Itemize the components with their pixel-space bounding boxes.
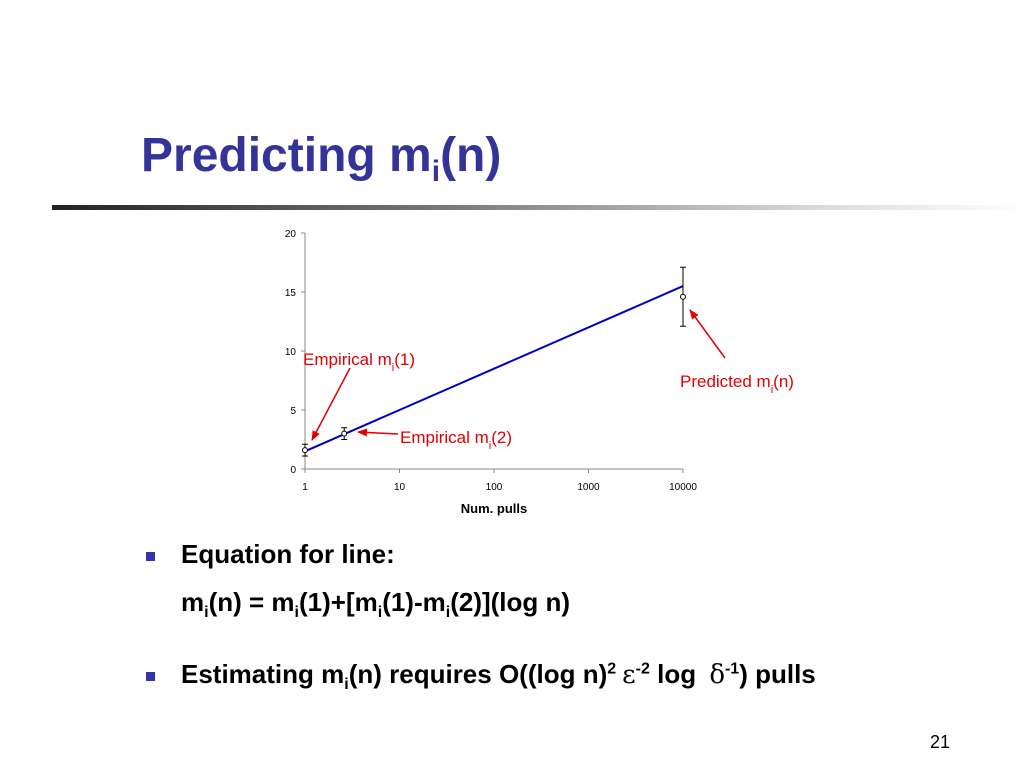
data-point [302, 447, 308, 454]
y-tick-label: 10 [285, 347, 297, 358]
y-tick-label: 20 [285, 229, 297, 240]
text-segment: Equation for line: [181, 539, 395, 569]
sub-text: i [445, 604, 451, 622]
text-segment: (n) [440, 129, 502, 182]
text-segment: (n) [773, 372, 794, 391]
slide-title: Predicting mi(n) [141, 128, 501, 189]
bullet-line: Estimating mi(n) requires O((log n)2 ε-2 … [181, 656, 941, 693]
data-point [680, 293, 686, 300]
sub-text: i [392, 362, 394, 374]
y-tick-label: 5 [290, 406, 296, 417]
sub-text: i [294, 604, 299, 622]
text-segment: Empirical m [400, 428, 489, 447]
chart: 0 5 10 15 20 1 10 100 1000 10000 Num. pulls Empiric… [285, 229, 794, 516]
fit-line [304, 285, 684, 453]
annotation: Predicted mi(n) [680, 372, 794, 396]
bullet: Equation for line: mi(n) = mi(1)+[mi(1)-m… [181, 536, 941, 622]
annotation-arrow [311, 367, 351, 441]
sym-text: δ [709, 660, 725, 690]
bullet-line: Equation for line: [181, 536, 941, 572]
bullet: Estimating mi(n) requires O((log n)2 ε-2 … [181, 656, 941, 693]
data-point [341, 430, 348, 437]
bullet-line: mi(n) = mi(1)+[mi(1)-mi(2)](log n) [181, 584, 941, 622]
text-segment: Estimating m [181, 659, 345, 689]
text-segment: (1)+[m [298, 587, 378, 617]
x-axis-label: Num. pulls [461, 501, 527, 516]
title-rule [52, 205, 1024, 210]
text-segment: Empirical m [303, 350, 392, 369]
text-segment: log [649, 659, 704, 689]
annotation: Empirical mi(2) [400, 428, 512, 452]
sub-text: i [377, 604, 383, 622]
sub-text: i [344, 676, 349, 694]
annotation: Empirical mi(1) [303, 350, 415, 374]
text-segment: (2)](log n) [450, 587, 571, 617]
text-segment: (n) = m [208, 587, 295, 617]
annotation-arrow [689, 309, 726, 359]
text-segment: (2) [491, 428, 512, 447]
bullet-marker [146, 552, 155, 561]
page-number: 21 [930, 732, 951, 752]
x-tick-label: 10000 [669, 482, 697, 493]
sub-text: i [431, 155, 441, 188]
text-segment: (1)-m [382, 587, 446, 617]
x-tick-label: 1000 [577, 482, 600, 493]
sym-text: ε [622, 660, 636, 690]
text-segment: Predicting m [141, 129, 432, 182]
x-tick-label: 1 [302, 482, 308, 493]
sub-text: i [204, 604, 209, 622]
text-segment: m [181, 587, 205, 617]
x-tick-label: 10 [394, 482, 406, 493]
y-tick-label: 15 [285, 288, 297, 299]
text-segment: (1) [394, 350, 415, 369]
sub-text: i [771, 384, 773, 396]
sup-text: -1 [724, 660, 740, 678]
annotation-arrow [357, 428, 399, 437]
sub-text: i [489, 440, 491, 452]
text-segment: ) pulls [739, 659, 816, 689]
x-tick-label: 100 [486, 482, 503, 493]
y-tick-label: 0 [290, 465, 296, 476]
sup-text: 2 [607, 660, 617, 678]
text-segment: Predicted m [680, 372, 771, 391]
bullet-marker [146, 672, 155, 681]
sup-text: -2 [635, 660, 650, 678]
text-segment: (n) requires O((log n) [348, 659, 608, 689]
